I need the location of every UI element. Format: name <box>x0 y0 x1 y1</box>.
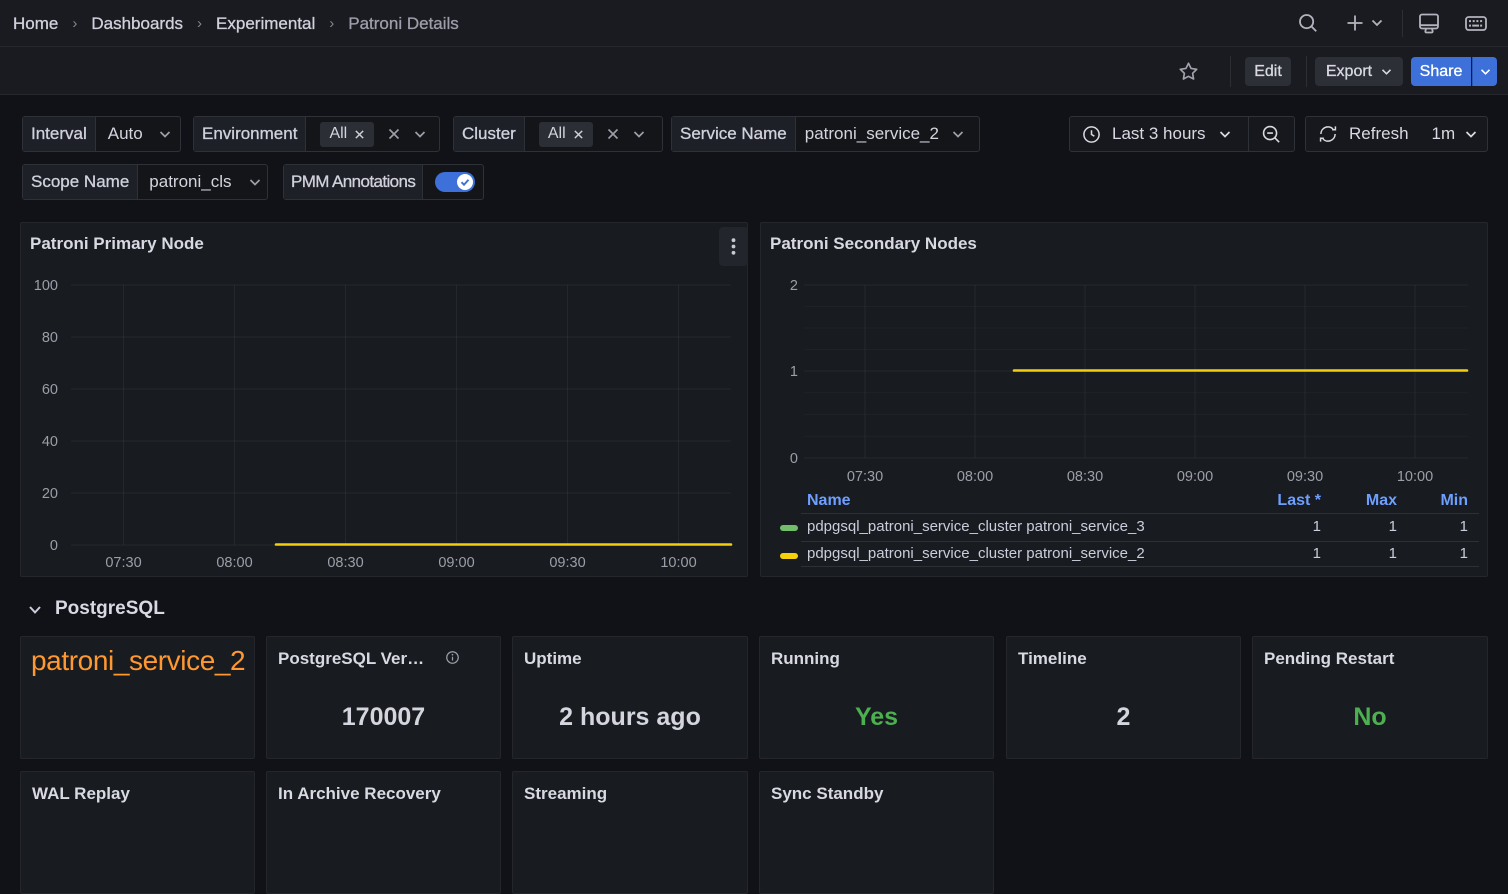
svg-text:07:30: 07:30 <box>105 555 141 571</box>
svg-text:20: 20 <box>42 486 58 502</box>
svg-text:Name: Name <box>807 492 851 509</box>
svg-text:0: 0 <box>50 538 58 554</box>
svg-text:09:30: 09:30 <box>549 555 585 571</box>
svg-text:Max: Max <box>1366 492 1397 509</box>
svg-text:08:00: 08:00 <box>957 469 993 485</box>
svg-text:1: 1 <box>1313 545 1321 562</box>
svg-text:0: 0 <box>790 451 798 467</box>
svg-text:pdpgsql_patroni_service_cluste: pdpgsql_patroni_service_cluster patroni_… <box>807 518 1145 535</box>
svg-text:1: 1 <box>1460 545 1468 562</box>
svg-text:Min: Min <box>1440 492 1468 509</box>
svg-text:pdpgsql_patroni_service_cluste: pdpgsql_patroni_service_cluster patroni_… <box>807 545 1145 562</box>
svg-text:100: 100 <box>34 278 58 294</box>
svg-text:08:30: 08:30 <box>327 555 363 571</box>
svg-text:09:00: 09:00 <box>1177 469 1213 485</box>
svg-text:08:30: 08:30 <box>1067 469 1103 485</box>
svg-text:2: 2 <box>790 278 798 294</box>
svg-text:1: 1 <box>1313 518 1321 535</box>
svg-text:10:00: 10:00 <box>660 555 696 571</box>
svg-text:80: 80 <box>42 330 58 346</box>
svg-text:07:30: 07:30 <box>847 469 883 485</box>
svg-text:40: 40 <box>42 434 58 450</box>
svg-text:Last *: Last * <box>1277 492 1321 509</box>
svg-text:1: 1 <box>790 364 798 380</box>
svg-text:08:00: 08:00 <box>216 555 252 571</box>
svg-text:1: 1 <box>1389 518 1397 535</box>
svg-text:1: 1 <box>1389 545 1397 562</box>
svg-text:60: 60 <box>42 382 58 398</box>
svg-text:10:00: 10:00 <box>1397 469 1433 485</box>
svg-text:09:30: 09:30 <box>1287 469 1323 485</box>
svg-text:1: 1 <box>1460 518 1468 535</box>
svg-text:09:00: 09:00 <box>438 555 474 571</box>
